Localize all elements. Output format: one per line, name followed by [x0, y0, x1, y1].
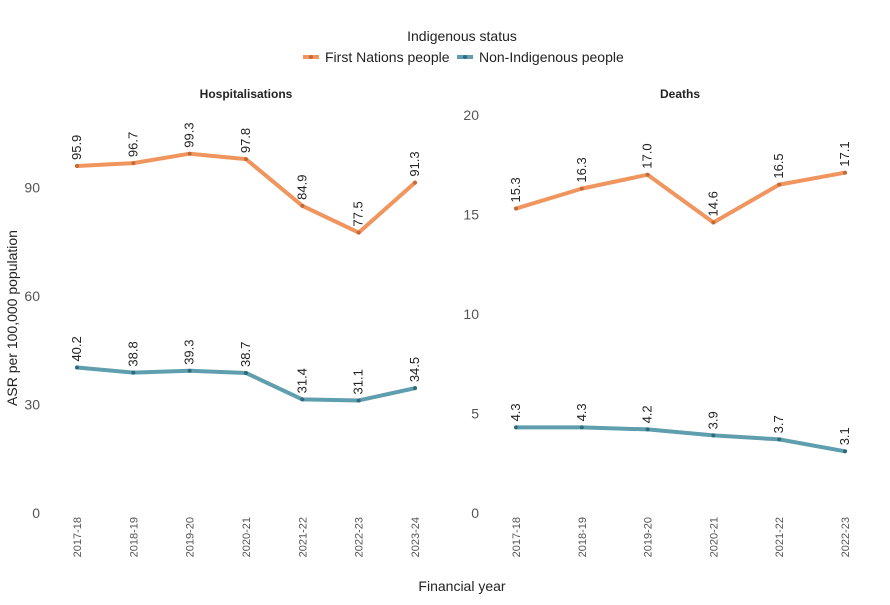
data-label-hospitalisations-non-indigenous: 39.3 [182, 339, 197, 364]
x-axis-label: Financial year [418, 578, 505, 594]
data-point-hospitalisations-first-nations [131, 161, 136, 166]
data-point-deaths-first-nations [514, 206, 518, 211]
data-label-hospitalisations-first-nations: 84.9 [294, 175, 309, 200]
x-tick-label-deaths: 2020-21 [708, 517, 720, 557]
data-point-hospitalisations-first-nations [413, 180, 417, 185]
data-label-hospitalisations-non-indigenous: 38.7 [238, 342, 253, 367]
legend: First Nations people Non-Indigenous peop… [303, 49, 624, 65]
data-label-deaths-first-nations: 15.3 [508, 177, 523, 202]
data-point-deaths-first-nations [711, 220, 716, 225]
data-point-deaths-non-indigenous [777, 437, 782, 442]
data-label-deaths-non-indigenous: 4.2 [640, 405, 655, 423]
data-label-hospitalisations-first-nations: 97.8 [238, 128, 253, 153]
data-point-hospitalisations-first-nations [75, 164, 79, 169]
y-tick-label-deaths: 0 [471, 505, 479, 521]
legend-label-first-nations: First Nations people [325, 49, 450, 65]
data-point-deaths-non-indigenous [579, 425, 584, 430]
x-tick-label-deaths: 2017-18 [511, 517, 523, 557]
y-tick-label-deaths: 10 [463, 306, 479, 322]
data-point-hospitalisations-first-nations [244, 157, 248, 162]
data-point-deaths-non-indigenous [711, 433, 716, 438]
y-tick-label-hospitalisations: 90 [24, 179, 40, 195]
data-point-deaths-first-nations [645, 172, 650, 177]
series-line-deaths-first-nations [514, 170, 847, 225]
data-point-deaths-first-nations [777, 182, 782, 187]
data-label-deaths-non-indigenous: 3.1 [837, 427, 852, 445]
x-tick-label-deaths: 2022-23 [840, 517, 852, 557]
data-label-hospitalisations-non-indigenous: 40.2 [69, 336, 84, 361]
data-point-hospitalisations-non-indigenous [187, 368, 192, 373]
y-tick-label-hospitalisations: 0 [32, 505, 40, 521]
legend-swatch-dot-first-nations [309, 55, 313, 59]
x-tick-label-hospitalisations: 2018-19 [128, 517, 140, 557]
data-point-hospitalisations-non-indigenous [244, 370, 248, 375]
data-point-hospitalisations-non-indigenous [413, 386, 417, 391]
series-line-deaths-non-indigenous [514, 425, 847, 454]
panel-title-hospitalisations: Hospitalisations [200, 87, 293, 101]
data-point-deaths-first-nations [843, 170, 847, 175]
y-axis-label: ASR per 100,000 population [4, 230, 20, 406]
data-point-hospitalisations-non-indigenous [356, 398, 361, 403]
y-tick-label-hospitalisations: 60 [24, 288, 40, 304]
data-point-deaths-non-indigenous [514, 425, 518, 430]
x-tick-label-deaths: 2018-19 [577, 517, 589, 557]
data-label-hospitalisations-non-indigenous: 38.8 [125, 341, 140, 366]
x-tick-label-deaths: 2019-20 [643, 517, 655, 557]
data-label-hospitalisations-non-indigenous: 31.1 [351, 369, 366, 394]
data-label-deaths-first-nations: 14.6 [705, 191, 720, 216]
data-point-deaths-non-indigenous [645, 427, 650, 432]
data-label-deaths-non-indigenous: 3.7 [771, 415, 786, 433]
y-tick-label-deaths: 20 [463, 107, 479, 123]
x-tick-label-hospitalisations: 2023-24 [410, 517, 422, 557]
data-label-deaths-first-nations: 17.1 [837, 141, 852, 166]
data-label-deaths-non-indigenous: 4.3 [508, 403, 523, 421]
data-point-hospitalisations-non-indigenous [131, 370, 136, 375]
data-label-hospitalisations-first-nations: 99.3 [182, 122, 197, 147]
data-point-hospitalisations-non-indigenous [75, 365, 79, 370]
x-tick-label-hospitalisations: 2017-18 [72, 517, 84, 557]
y-tick-label-deaths: 5 [471, 406, 479, 422]
data-label-deaths-non-indigenous: 4.3 [574, 403, 589, 421]
data-label-hospitalisations-first-nations: 77.5 [351, 201, 366, 226]
data-point-deaths-non-indigenous [843, 449, 847, 454]
panel-title-deaths: Deaths [660, 87, 700, 101]
data-point-hospitalisations-first-nations [300, 203, 305, 208]
data-label-hospitalisations-non-indigenous: 34.5 [407, 357, 422, 382]
data-label-deaths-first-nations: 16.3 [574, 157, 589, 182]
x-tick-label-hospitalisations: 2021-22 [297, 517, 309, 557]
data-label-hospitalisations-first-nations: 96.7 [125, 132, 140, 157]
x-tick-label-deaths: 2021-22 [774, 517, 786, 557]
data-label-hospitalisations-first-nations: 95.9 [69, 135, 84, 160]
data-label-deaths-first-nations: 16.5 [771, 153, 786, 178]
legend-swatch-dot-non-indigenous [463, 55, 467, 59]
legend-title: Indigenous status [407, 28, 517, 44]
x-tick-label-hospitalisations: 2019-20 [185, 517, 197, 557]
data-label-hospitalisations-non-indigenous: 31.4 [294, 368, 309, 393]
data-label-deaths-first-nations: 17.0 [640, 143, 655, 168]
data-point-hospitalisations-non-indigenous [300, 397, 305, 402]
y-tick-label-deaths: 15 [463, 207, 479, 223]
y-tick-label-hospitalisations: 30 [24, 396, 40, 412]
x-tick-label-hospitalisations: 2020-21 [241, 517, 253, 557]
data-point-deaths-first-nations [579, 186, 584, 191]
legend-label-non-indigenous: Non-Indigenous people [479, 49, 624, 65]
data-point-hospitalisations-first-nations [187, 151, 192, 156]
x-tick-label-hospitalisations: 2022-23 [354, 517, 366, 557]
data-label-hospitalisations-first-nations: 91.3 [407, 151, 422, 176]
plot-area: 0 30 60 90 2017-18 2018-19 2019-20 2020-21 2021-… [24, 107, 852, 557]
data-point-hospitalisations-first-nations [356, 230, 361, 235]
data-label-deaths-non-indigenous: 3.9 [705, 411, 720, 429]
